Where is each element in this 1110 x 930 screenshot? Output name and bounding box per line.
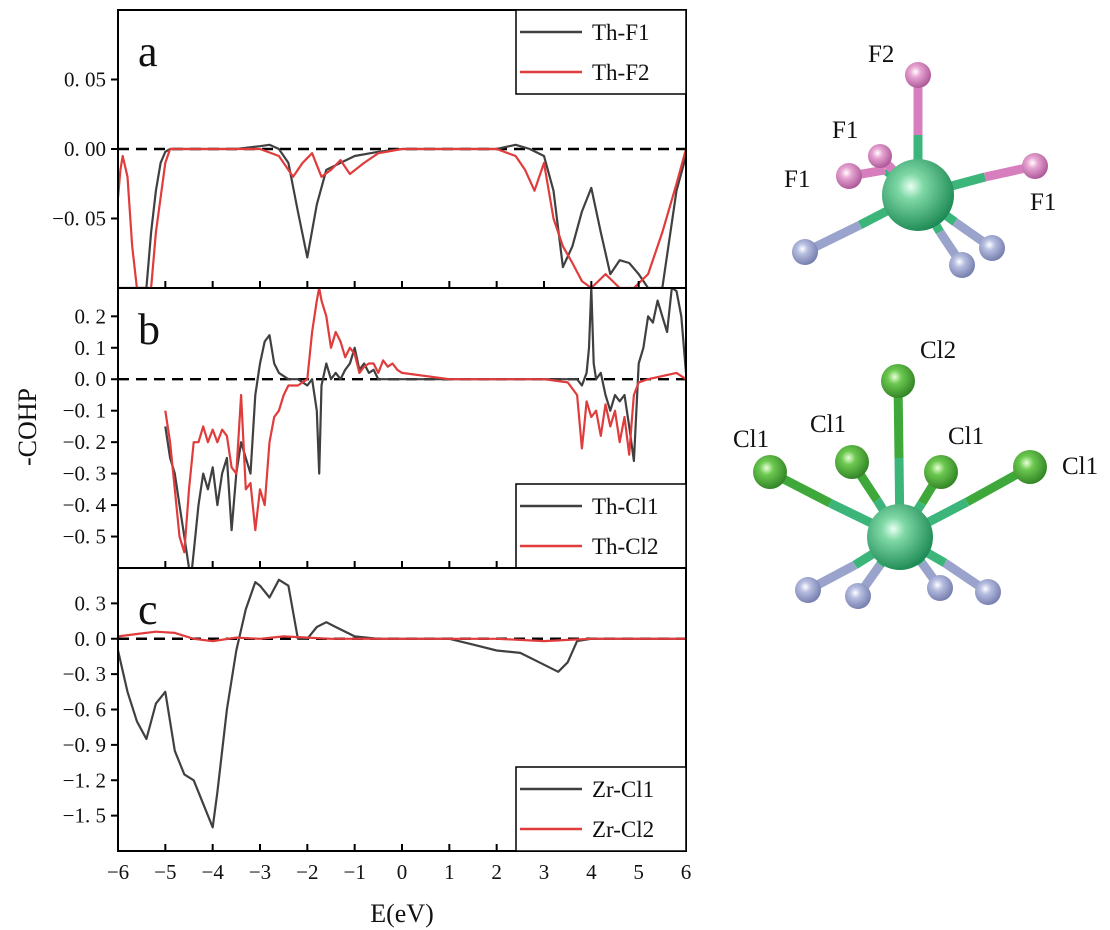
legend: Th-F1 Th-F2 [515, 9, 687, 95]
legend: Th-Cl1 Th-Cl2 [515, 483, 687, 569]
y-tick-label: −0. 2 [63, 430, 106, 454]
atom-label-f1: F1 [784, 166, 810, 193]
cl-atom [881, 364, 915, 398]
atom-label-cl1: Cl1 [948, 423, 984, 450]
x-tick-label: 0 [397, 860, 408, 884]
atom-label-f1: F1 [1030, 189, 1056, 216]
y-tick-label: 0. 0 [75, 627, 107, 651]
y-tick-label: 0. 2 [75, 304, 107, 328]
legend-box [515, 9, 687, 95]
legend-label: Th-Cl1 [592, 494, 658, 519]
atom-label-cl1: Cl1 [733, 426, 769, 453]
panel-c: 0. 3 0. 0 −0. 3 −0. 6 −0. 9 −1. 2 −1. 5 c Zr-Cl1… [63, 567, 687, 852]
y-tick-label: 0. 00 [64, 137, 106, 161]
y-tick-label: −0. 4 [63, 493, 107, 517]
f-atom [905, 62, 931, 88]
other-atom [949, 252, 975, 278]
th-atom [882, 159, 954, 231]
f-atom [868, 144, 892, 168]
legend-label: Th-F2 [592, 60, 650, 85]
legend-label: Zr-Cl2 [592, 817, 654, 842]
x-tick-label: −6 [107, 860, 129, 884]
x-tick-label: 5 [633, 860, 644, 884]
other-atom [792, 239, 818, 265]
y-tick-label: −0. 05 [52, 207, 106, 231]
y-tick-label: −0. 5 [63, 525, 106, 549]
x-tick-label: 4 [586, 860, 597, 884]
atom-label-f2: F2 [868, 41, 894, 68]
x-tick-label: −2 [296, 860, 318, 884]
f-atom [836, 163, 862, 189]
x-tick-label: 3 [539, 860, 550, 884]
th-cl-structure: Cl2 Cl1 Cl1 Cl1 Cl1 [733, 337, 1098, 609]
x-axis-title: E(eV) [370, 899, 434, 928]
legend-label: Th-Cl2 [592, 534, 658, 559]
panel-label: b [138, 305, 160, 354]
other-atom [795, 577, 821, 603]
y-tick-label: −0. 3 [63, 462, 106, 486]
cl-atom [1013, 450, 1047, 484]
atom-label-cl1: Cl1 [810, 411, 846, 438]
legend-box [515, 766, 687, 852]
y-tick-label: 0. 05 [64, 68, 106, 92]
other-atom [845, 583, 871, 609]
x-tick-label: −5 [154, 860, 176, 884]
x-tick-label: 1 [444, 860, 455, 884]
y-tick-label: −1. 5 [63, 804, 106, 828]
cl-atom [835, 445, 869, 479]
legend: Zr-Cl1 Zr-Cl2 [515, 766, 687, 852]
series-zr-cl1-line [118, 578, 686, 829]
x-tick-label: −3 [249, 860, 271, 884]
y-tick-label: 0. 0 [75, 367, 107, 391]
series-th-f2-line [118, 147, 686, 288]
th-atom [867, 504, 933, 570]
x-tick-label: 6 [681, 860, 692, 884]
y-tick-label: 0. 1 [75, 336, 107, 360]
legend-label: Zr-Cl1 [592, 777, 654, 802]
th-f-structure: F2 F1 F1 F1 [784, 41, 1056, 278]
atom-label-f1: F1 [832, 117, 858, 144]
x-tick-label: 2 [491, 860, 502, 884]
series-zr-cl2-line [118, 630, 686, 643]
y-axis-title: -COHP [13, 388, 42, 466]
cl-atom [753, 455, 787, 489]
y-tick-label: −0. 1 [63, 399, 106, 423]
panel-label: c [138, 585, 158, 634]
other-atom [975, 579, 1001, 605]
panel-label: a [138, 27, 158, 76]
other-atom [927, 575, 953, 601]
other-atom [979, 235, 1005, 261]
panel-b: 0. 2 0. 1 0. 0 −0. 1 −0. 2 −0. 3 −0. 4 −0. 5 b Th… [63, 287, 687, 569]
y-tick-label: 0. 3 [75, 591, 107, 615]
series-th-cl2-line [164, 288, 686, 554]
f-atom [1022, 153, 1048, 179]
y-tick-label: −0. 6 [63, 698, 106, 722]
y-tick-label: −0. 3 [63, 662, 106, 686]
atom-label-cl1: Cl1 [1062, 453, 1098, 480]
legend-label: Th-F1 [592, 20, 650, 45]
x-tick-label: −4 [201, 860, 224, 884]
atom-label-cl2: Cl2 [920, 337, 956, 364]
series-th-f1-line [118, 143, 686, 288]
x-tick-label: −1 [343, 860, 365, 884]
panel-a: 0. 05 0. 00 −0. 05 a Th-F1 Th-F2 [52, 9, 687, 289]
y-tick-label: −1. 2 [63, 768, 106, 792]
legend-box [515, 483, 687, 569]
y-tick-label: −0. 9 [63, 733, 106, 757]
cl-atom [924, 455, 958, 489]
x-axis-ticklabels: −6 −5 −4 −3 −2 −1 0 1 2 3 4 5 6 [107, 860, 691, 884]
series-th-cl1-line [164, 288, 686, 568]
